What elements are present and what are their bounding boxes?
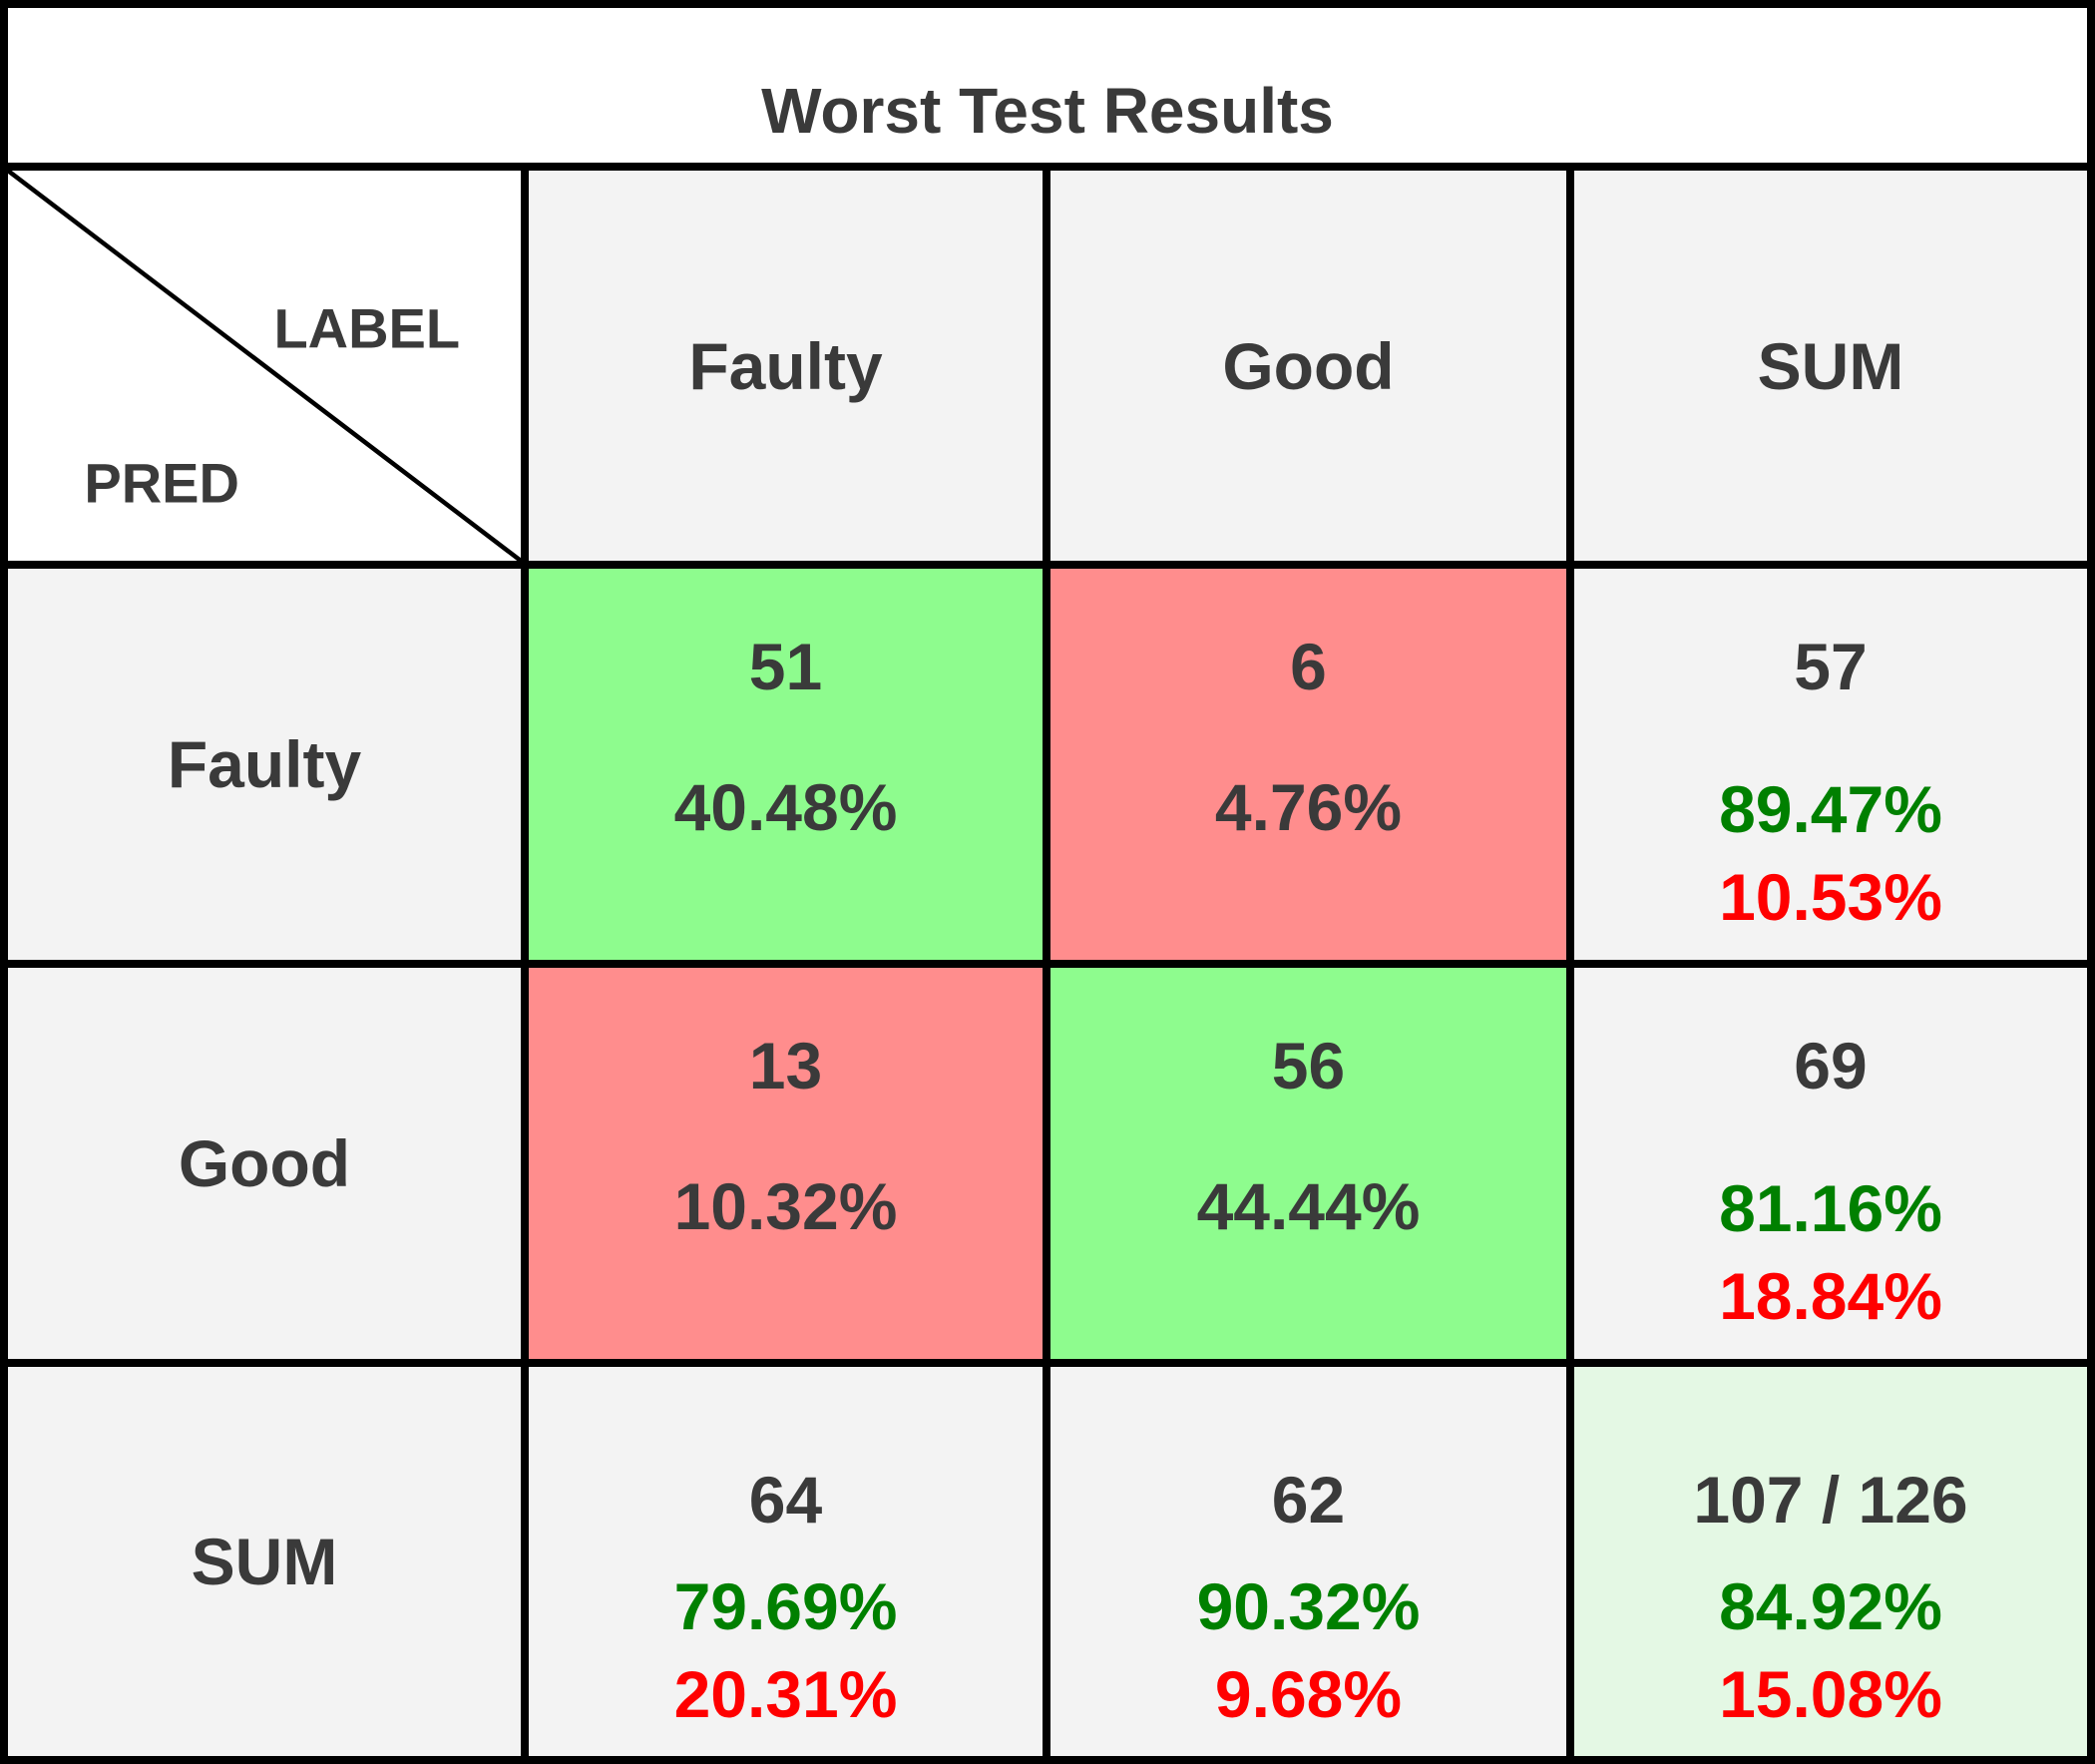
cell-percent: 44.44% bbox=[1196, 1169, 1421, 1244]
sum-wrong-percent: 9.68% bbox=[1214, 1656, 1403, 1731]
diagonal-divider-line bbox=[8, 171, 521, 561]
cell-count: 13 bbox=[748, 1029, 823, 1102]
sum-count: 62 bbox=[1271, 1462, 1346, 1537]
cell-percent: 10.32% bbox=[673, 1169, 898, 1244]
row-header-label: SUM bbox=[191, 1525, 338, 1598]
sum-count: 64 bbox=[748, 1462, 823, 1537]
total-wrong-percent: 15.08% bbox=[1719, 1656, 1942, 1731]
row-header-faulty: Faulty bbox=[8, 569, 521, 960]
row-header-good: Good bbox=[8, 968, 521, 1359]
column-header-label: Faulty bbox=[688, 328, 883, 403]
cell-percent: 4.76% bbox=[1214, 770, 1403, 845]
cell-percent: 40.48% bbox=[673, 770, 898, 845]
table-title: Worst Test Results bbox=[8, 8, 2087, 163]
sum-correct-percent: 81.16% bbox=[1719, 1171, 1942, 1246]
sum-wrong-percent: 10.53% bbox=[1719, 860, 1942, 935]
column-header-sum: SUM bbox=[1574, 171, 2087, 561]
matrix-cell-good-good: 56 44.44% bbox=[1050, 968, 1566, 1359]
column-sum-cell-good: 62 90.32% 9.68% bbox=[1050, 1367, 1566, 1756]
sum-wrong-percent: 20.31% bbox=[673, 1656, 898, 1731]
column-sum-cell-faulty: 64 79.69% 20.31% bbox=[529, 1367, 1043, 1756]
axis-label-rows: PRED bbox=[84, 451, 239, 515]
sum-correct-percent: 79.69% bbox=[673, 1568, 898, 1643]
grand-total-cell: 107 / 126 84.92% 15.08% bbox=[1574, 1367, 2087, 1756]
row-header-sum: SUM bbox=[8, 1367, 521, 1756]
page-title: Worst Test Results bbox=[761, 75, 1334, 147]
matrix-cell-faulty-good: 6 4.76% bbox=[1050, 569, 1566, 960]
corner-cell: LABEL PRED bbox=[8, 171, 521, 561]
axis-label-columns: LABEL bbox=[273, 296, 461, 360]
sum-count: 57 bbox=[1794, 630, 1868, 703]
sum-correct-percent: 90.32% bbox=[1196, 1568, 1421, 1643]
sum-count: 69 bbox=[1794, 1029, 1868, 1102]
column-header-good: Good bbox=[1050, 171, 1566, 561]
row-header-label: Faulty bbox=[167, 727, 362, 801]
cell-count: 6 bbox=[1290, 630, 1327, 703]
total-correct-percent: 84.92% bbox=[1719, 1568, 1942, 1643]
sum-correct-percent: 89.47% bbox=[1719, 772, 1942, 847]
cell-count: 56 bbox=[1271, 1029, 1346, 1102]
matrix-cell-good-faulty: 13 10.32% bbox=[529, 968, 1043, 1359]
column-header-label: SUM bbox=[1757, 328, 1904, 403]
column-header-faulty: Faulty bbox=[529, 171, 1043, 561]
cell-count: 51 bbox=[748, 630, 823, 703]
sum-wrong-percent: 18.84% bbox=[1719, 1259, 1942, 1334]
column-header-label: Good bbox=[1222, 328, 1395, 403]
total-count: 107 / 126 bbox=[1693, 1462, 1968, 1537]
row-header-label: Good bbox=[178, 1126, 351, 1200]
row-sum-cell-good: 69 81.16% 18.84% bbox=[1574, 968, 2087, 1359]
matrix-cell-faulty-faulty: 51 40.48% bbox=[529, 569, 1043, 960]
row-sum-cell-faulty: 57 89.47% 10.53% bbox=[1574, 569, 2087, 960]
